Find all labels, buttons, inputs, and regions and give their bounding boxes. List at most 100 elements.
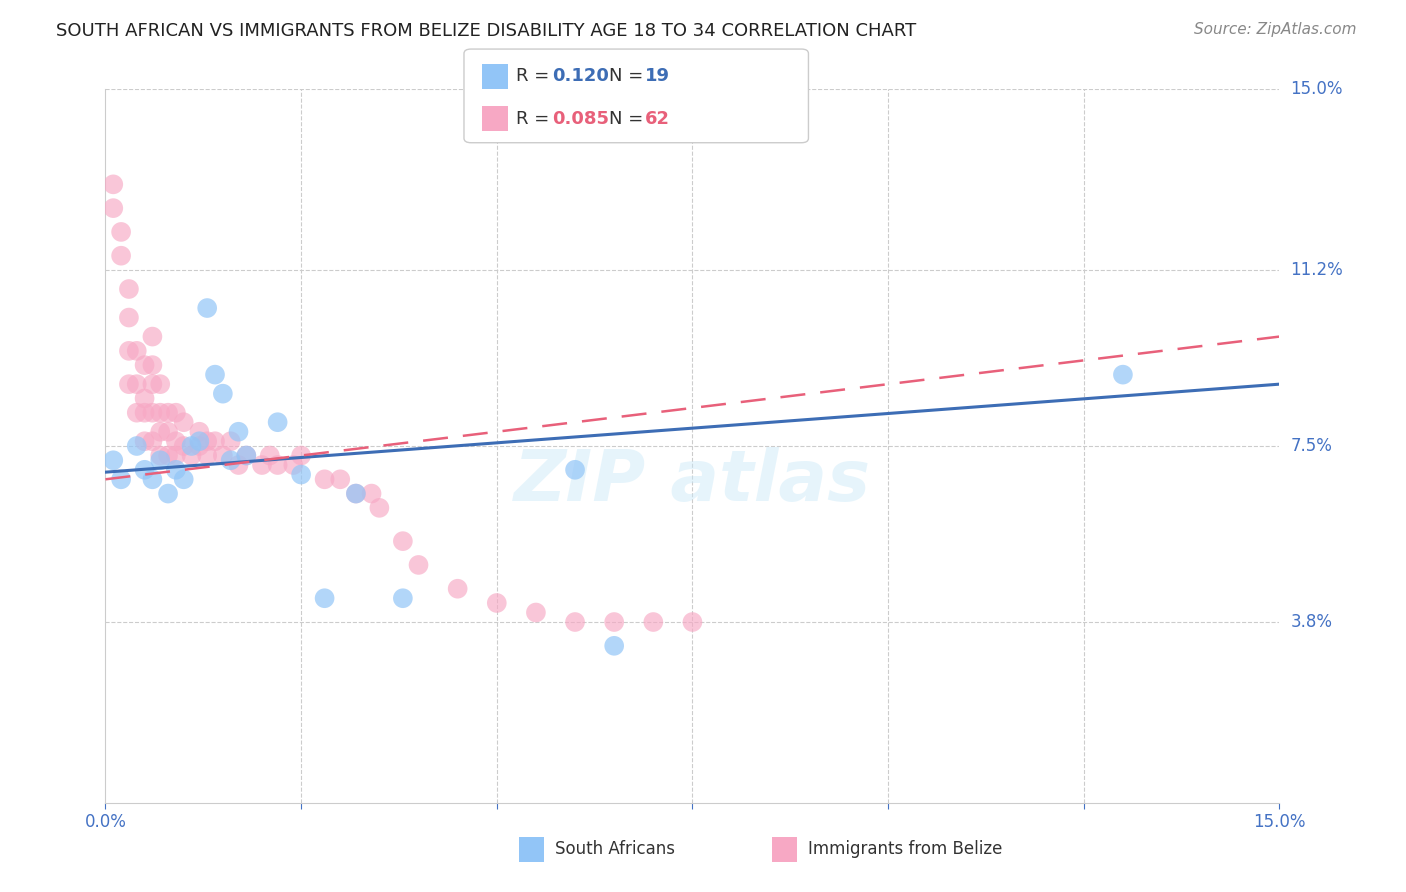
Point [204,368,226,382]
Point [149,449,172,463]
Point [524,606,547,620]
Text: ZIP atlas: ZIP atlas [513,447,872,516]
Point [134,358,156,372]
Point [408,558,430,572]
Point [149,377,172,392]
Text: R =: R = [516,68,555,86]
Point [368,500,391,515]
Point [643,615,665,629]
Point [283,458,305,472]
Text: 7.5%: 7.5% [1291,437,1333,455]
Point [290,449,312,463]
Point [134,406,156,420]
Point [195,301,218,315]
Text: South Africans: South Africans [555,840,675,858]
Point [266,415,288,429]
Point [360,486,382,500]
Point [118,377,141,392]
Point [157,425,180,439]
Point [149,406,172,420]
Point [141,358,163,372]
Point [1112,368,1135,382]
Point [165,463,187,477]
Point [188,439,211,453]
Point [165,434,187,449]
Point [564,463,586,477]
Point [204,434,226,449]
Text: 19: 19 [645,68,671,86]
Point [110,225,132,239]
Point [141,329,163,343]
Point [290,467,312,482]
Text: N =: N = [609,110,648,128]
Point [392,591,415,606]
Point [603,615,626,629]
Point [564,615,586,629]
Text: 11.2%: 11.2% [1291,261,1343,279]
Text: 0.085: 0.085 [553,110,610,128]
Point [103,453,125,467]
Point [211,449,233,463]
Point [259,449,281,463]
Point [125,406,148,420]
Point [141,472,163,486]
Point [228,425,250,439]
Point [125,439,148,453]
Point [134,463,156,477]
Point [157,406,180,420]
Point [392,534,415,549]
Point [103,178,125,192]
Point [125,377,148,392]
Point [110,249,132,263]
Point [603,639,626,653]
Point [314,591,336,606]
Point [149,425,172,439]
Text: R =: R = [516,110,555,128]
Point [485,596,508,610]
Point [118,310,141,325]
Point [344,486,367,500]
Point [125,343,148,358]
Point [141,406,163,420]
Point [173,439,195,453]
Point [103,201,125,215]
Point [118,343,141,358]
Point [188,425,211,439]
Point [165,449,187,463]
Point [211,386,233,401]
Point [165,406,187,420]
Point [195,449,218,463]
Point [157,449,180,463]
Point [235,449,257,463]
Point [681,615,703,629]
Text: Immigrants from Belize: Immigrants from Belize [808,840,1002,858]
Point [329,472,352,486]
Point [157,486,180,500]
Point [266,458,288,472]
Point [188,434,211,449]
Point [219,453,242,467]
Point [149,453,172,467]
Point [344,486,367,500]
Point [446,582,468,596]
Point [180,449,202,463]
Point [180,439,202,453]
Text: 15.0%: 15.0% [1291,80,1343,98]
Text: SOUTH AFRICAN VS IMMIGRANTS FROM BELIZE DISABILITY AGE 18 TO 34 CORRELATION CHAR: SOUTH AFRICAN VS IMMIGRANTS FROM BELIZE … [56,22,917,40]
Point [110,472,132,486]
Point [118,282,141,296]
Point [173,415,195,429]
Point [235,449,257,463]
Point [141,434,163,449]
Point [134,392,156,406]
Point [219,434,242,449]
Point [314,472,336,486]
Text: Source: ZipAtlas.com: Source: ZipAtlas.com [1194,22,1357,37]
Point [195,434,218,449]
Point [173,472,195,486]
Point [134,434,156,449]
Text: N =: N = [609,68,648,86]
Point [250,458,273,472]
Point [141,377,163,392]
Point [228,458,250,472]
